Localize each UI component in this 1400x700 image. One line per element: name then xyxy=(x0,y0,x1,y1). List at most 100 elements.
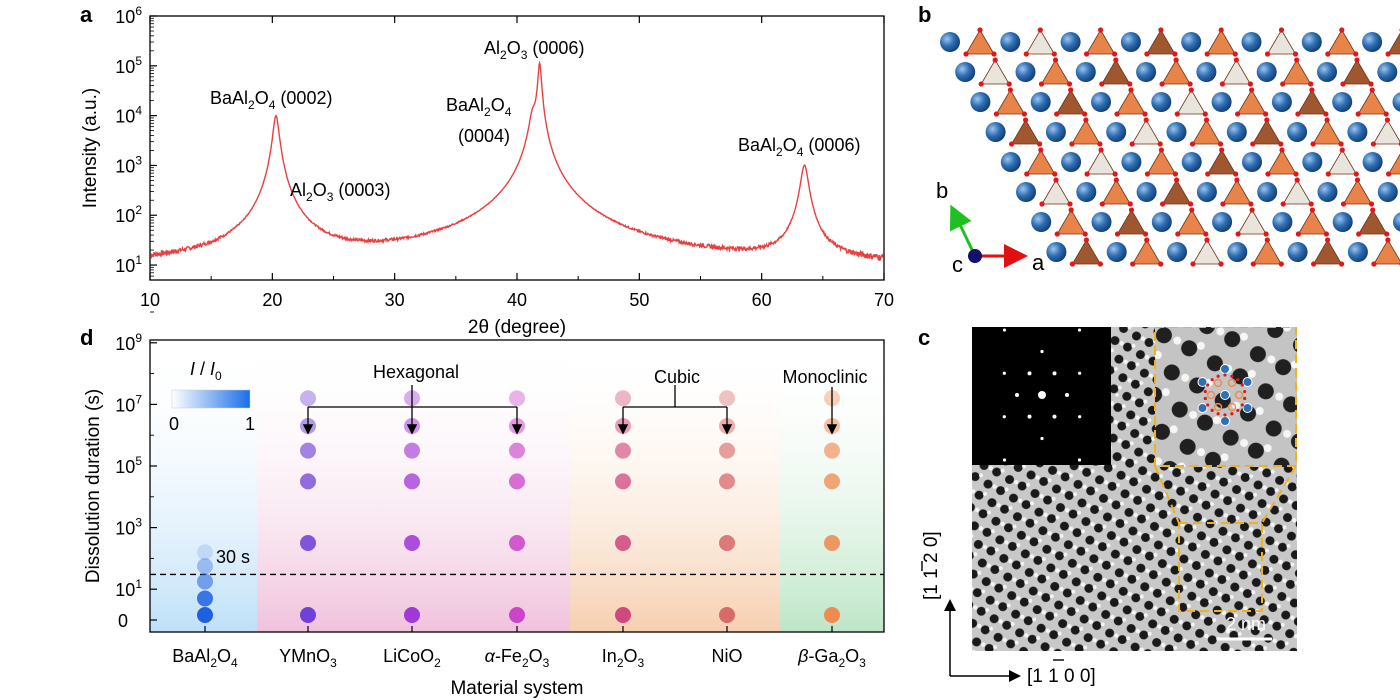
overlay-al-atom xyxy=(1234,390,1244,400)
x-tick-label-d: In2O3 xyxy=(602,646,645,670)
data-point xyxy=(824,607,840,623)
alo4-tetrahedron xyxy=(1177,209,1207,235)
oxygen-atom xyxy=(1339,261,1345,267)
oxygen-atom xyxy=(1188,201,1194,207)
barium-atom xyxy=(1392,92,1400,112)
overlay-o-atom xyxy=(1240,383,1244,387)
overlay-ba-atom xyxy=(1242,377,1253,387)
oxygen-atom xyxy=(1233,171,1239,177)
colorbar: I / I0 0 1 xyxy=(169,359,255,434)
oxygen-atom xyxy=(1007,87,1014,93)
oxygen-atom xyxy=(1158,147,1164,153)
x-tick-label-d: LiCoO2 xyxy=(383,646,441,670)
barium-atom xyxy=(1136,182,1157,202)
overlay-o-atom xyxy=(1203,389,1207,394)
barium-atom xyxy=(1302,152,1323,172)
alo4-tetrahedron xyxy=(1267,149,1297,175)
barium-atom xyxy=(1211,92,1232,112)
oxygen-atom xyxy=(1234,177,1240,183)
oxygen-atom xyxy=(1172,171,1178,177)
fft-center-spot xyxy=(1038,391,1046,399)
oxygen-atom xyxy=(1325,51,1331,57)
oxygen-atom xyxy=(992,57,998,63)
alo4-tetrahedron xyxy=(1236,89,1267,115)
barium-atom xyxy=(1000,32,1021,52)
oxygen-atom xyxy=(1159,81,1165,87)
alo4-tetrahedron xyxy=(1252,239,1282,265)
data-point xyxy=(719,473,735,490)
oxygen-atom xyxy=(1279,147,1285,153)
oxygen-atom xyxy=(1144,237,1150,243)
oxygen-atom xyxy=(1233,57,1239,63)
oxygen-atom xyxy=(1127,201,1133,207)
barium-atom xyxy=(1301,32,1322,52)
data-point xyxy=(824,442,840,459)
oxygen-atom xyxy=(1053,177,1059,183)
oxygen-atom xyxy=(1143,117,1149,123)
oxygen-atom xyxy=(1204,51,1210,57)
oxygen-atom xyxy=(1083,117,1089,123)
alo4-tetrahedron xyxy=(1161,59,1191,85)
barium-atom xyxy=(1075,62,1096,82)
oxygen-atom xyxy=(1069,261,1075,267)
oxygen-atom xyxy=(1370,207,1376,213)
oxygen-atom xyxy=(1294,177,1300,183)
colorbar-title: I / I0 xyxy=(190,359,222,383)
oxygen-atom xyxy=(1235,111,1241,117)
barium-atom xyxy=(1272,212,1293,232)
data-point xyxy=(509,607,525,623)
zoom-connector-left xyxy=(1154,465,1180,524)
alo4-tetrahedron xyxy=(1010,119,1041,145)
oxygen-atom xyxy=(1385,51,1391,57)
oxygen-atom xyxy=(1325,171,1331,177)
alo4-tetrahedron xyxy=(965,29,995,55)
oxygen-atom xyxy=(977,27,983,33)
y-axis-label-a: Intensity (a.u.) xyxy=(80,88,101,208)
y-axis-ticks-d: 0 101 103 105 107 109 xyxy=(115,311,157,631)
oxygen-atom xyxy=(1218,27,1224,33)
oxygen-atom xyxy=(1203,117,1210,123)
oxygen-atom xyxy=(1127,81,1133,87)
alo4-tetrahedron xyxy=(1266,29,1297,55)
colorbar-gradient xyxy=(171,389,251,409)
x-tick-label-d: YMnO3 xyxy=(279,646,337,670)
data-point xyxy=(824,535,840,551)
overlay-o-atom xyxy=(1223,413,1227,417)
data-point xyxy=(404,473,420,490)
direction-horizontal-label: [1 1 0 0] xyxy=(1027,666,1096,687)
oxygen-atom xyxy=(1219,147,1225,153)
oxygen-atom xyxy=(1355,111,1361,117)
oxygen-atom xyxy=(1009,141,1015,147)
axis-c-label: c xyxy=(952,252,963,277)
oxygen-atom xyxy=(1082,111,1088,117)
barium-atom xyxy=(1377,62,1398,82)
y-tick-label-d: 109 xyxy=(115,331,142,354)
axis-triad: a b c xyxy=(936,178,1045,277)
x-tick-label-a: 30 xyxy=(385,290,405,310)
barium-atom xyxy=(1181,32,1202,52)
y-tick-label-a: 106 xyxy=(115,4,142,27)
oxygen-atom xyxy=(1219,81,1225,87)
oxygen-atom xyxy=(1309,87,1315,93)
fft-spot xyxy=(1078,415,1082,419)
x-tick-label-a: 40 xyxy=(507,290,527,310)
oxygen-atom xyxy=(1023,117,1029,123)
oxygen-atom xyxy=(1158,27,1164,33)
barium-atom xyxy=(1151,212,1172,232)
oxygen-atom xyxy=(1082,231,1088,237)
oxygen-atom xyxy=(1188,87,1194,93)
y-tick-label-d: 105 xyxy=(115,454,142,477)
data-point xyxy=(197,590,213,607)
x-tick-label-a: 70 xyxy=(874,290,894,310)
y-tick-label-a: 104 xyxy=(115,104,142,127)
barium-atom xyxy=(1091,92,1111,112)
data-point xyxy=(404,535,420,551)
fft-spot xyxy=(1077,328,1082,332)
alo4-tetrahedron xyxy=(1146,29,1176,55)
oxygen-atom xyxy=(1340,201,1347,207)
alo4-tetrahedron xyxy=(1131,119,1161,145)
oxygen-atom xyxy=(1339,147,1345,153)
overlay-o-atom xyxy=(1230,412,1234,416)
barium-atom xyxy=(1091,212,1112,232)
